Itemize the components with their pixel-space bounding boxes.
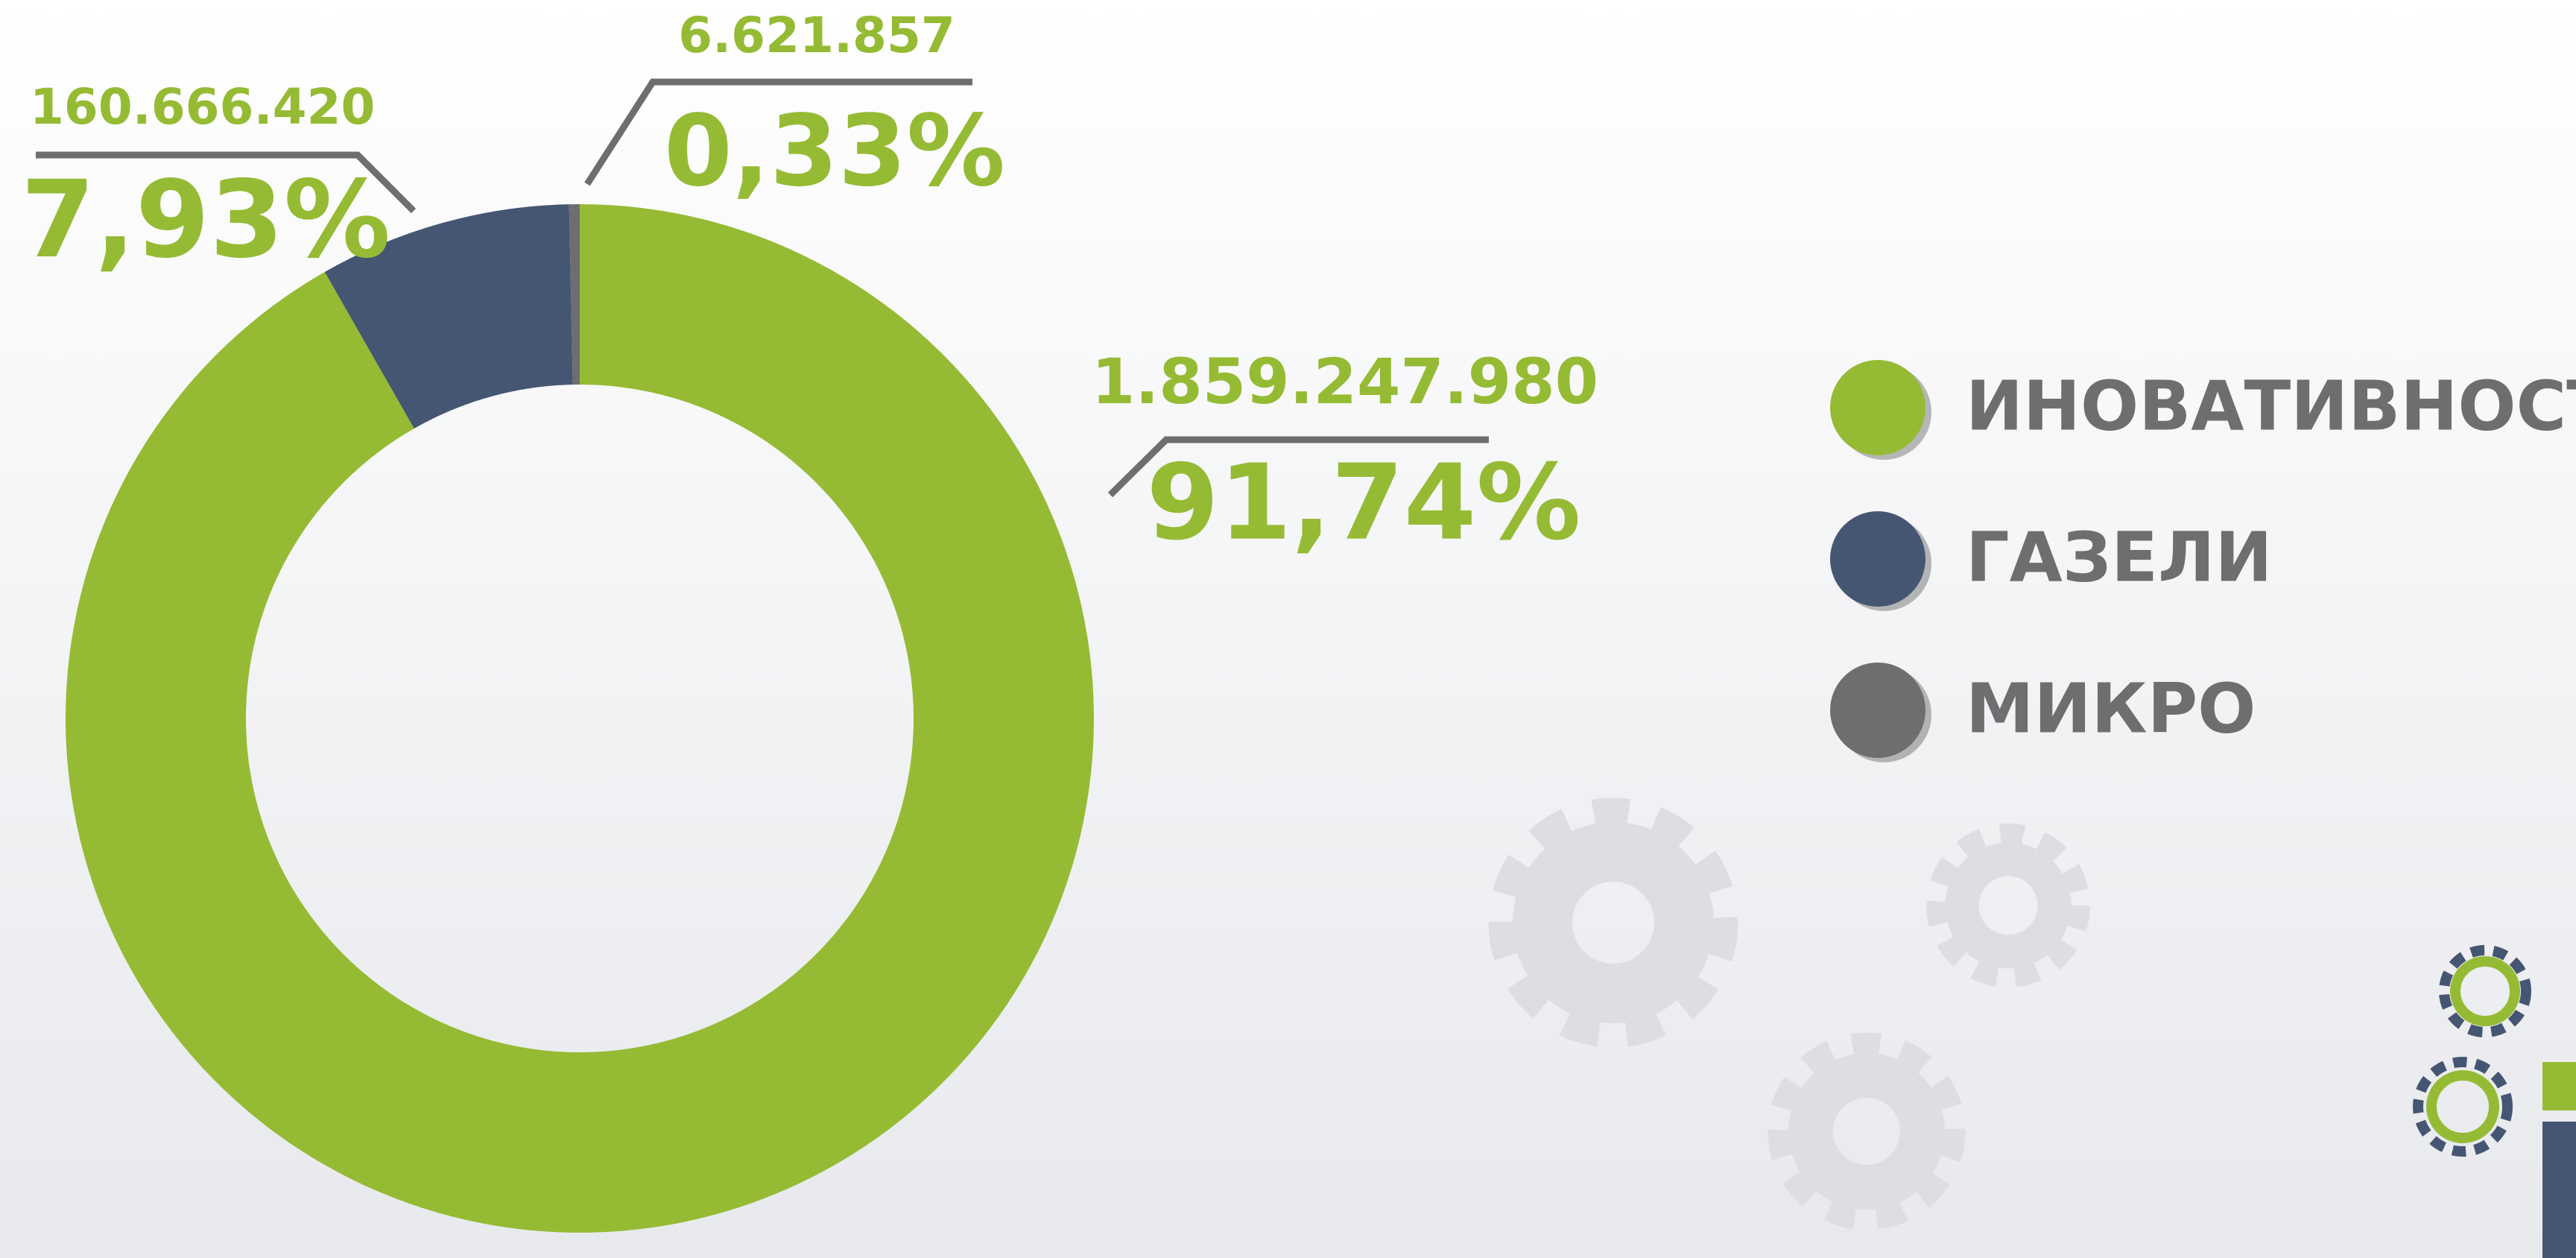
percent-label: 91,74% — [1146, 443, 1580, 564]
amount-label: 160.666.420 — [30, 78, 375, 136]
legend-label: ГАЗЕЛИ — [1966, 517, 2272, 597]
percent-label: 0,33% — [664, 94, 1005, 209]
legend-swatch — [1830, 511, 1925, 607]
legend-swatch — [1830, 360, 1925, 455]
legend-swatch — [1830, 663, 1925, 758]
legend-label: МИКРО — [1966, 668, 2256, 748]
amount-label: 6.621.857 — [678, 7, 955, 64]
percent-label: 7,93% — [21, 157, 390, 282]
infographic: 1.859.247.980 91,74% 160.666.420 7,93% 6.621… — [0, 0, 2576, 1258]
legend-label: ИНОВАТИВНОСТ — [1966, 366, 2576, 446]
logo-block — [2542, 1062, 2576, 1110]
logo-block — [2542, 1122, 2576, 1258]
amount-label: 1.859.247.980 — [1092, 345, 1598, 418]
